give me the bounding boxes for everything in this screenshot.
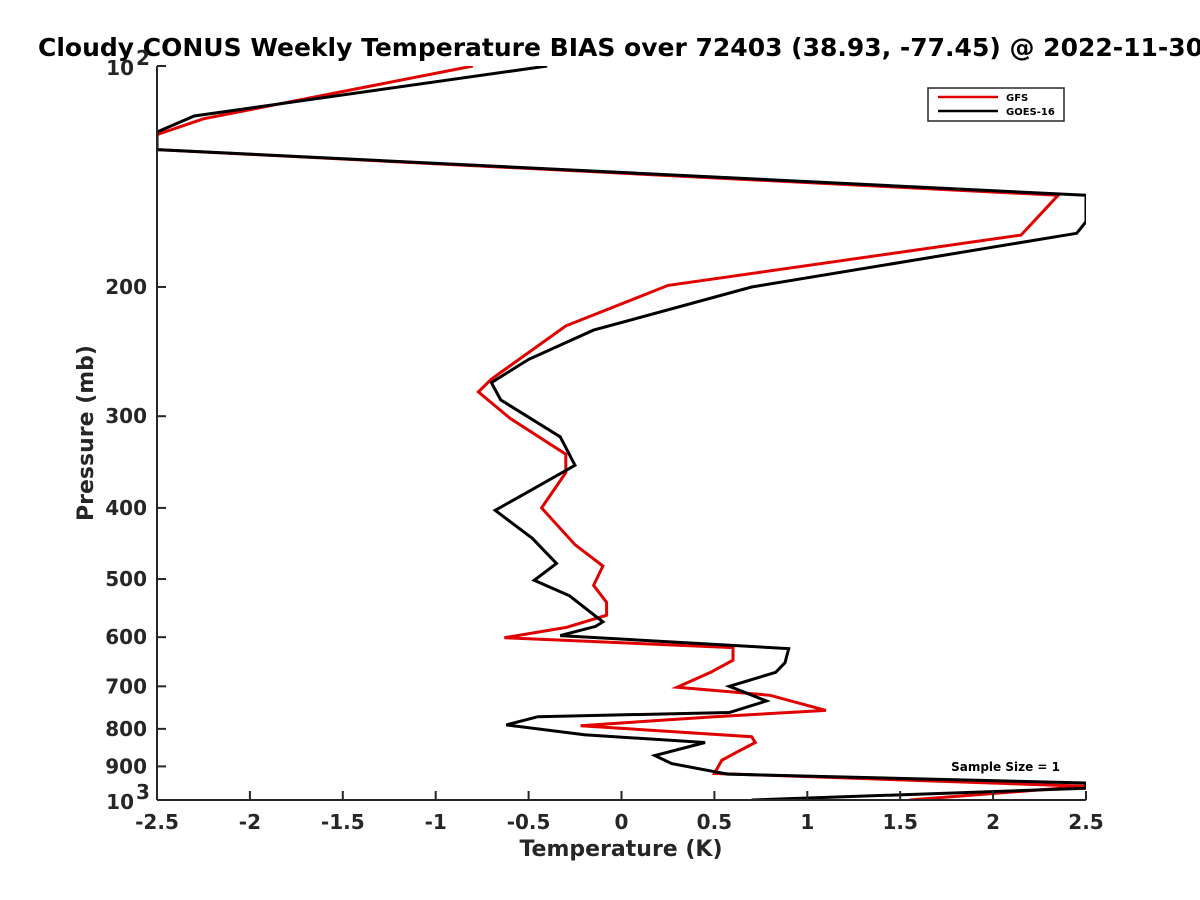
x-tick-label: -2.5 xyxy=(135,810,179,834)
y-tick-label: 700 xyxy=(105,674,147,698)
x-tick-label: -1.5 xyxy=(321,810,365,834)
chart-title: Cloudy CONUS Weekly Temperature BIAS ove… xyxy=(38,33,1200,62)
legend-box xyxy=(927,87,1065,122)
legend-entry-label: GOES-16 xyxy=(1006,107,1055,118)
series-line-gfs xyxy=(157,66,1086,800)
x-tick-label: 0.5 xyxy=(697,810,732,834)
series-layer xyxy=(157,66,1086,800)
y-tick-label: 600 xyxy=(105,625,147,649)
y-tick-label: 300 xyxy=(105,404,147,428)
x-axis-label: Temperature (K) xyxy=(519,837,722,862)
legend-entry-label: GFS xyxy=(1006,93,1028,104)
sample-size-annotation: Sample Size = 1 xyxy=(951,760,1060,774)
x-tick-label: 2 xyxy=(986,810,1000,834)
y-tick-label: 10 xyxy=(106,56,134,80)
y-tick-exponent: 3 xyxy=(136,780,150,804)
y-tick-label: 10 xyxy=(106,790,134,814)
y-tick-label: 200 xyxy=(105,275,147,299)
series-line-goes-16 xyxy=(157,66,1086,800)
x-tick-label: -0.5 xyxy=(507,810,551,834)
x-tick-label: 0 xyxy=(615,810,629,834)
x-axis-ticks: -2.5 -2 -1.5 -1 -0.5 0 0.5 1 1.5 2 2.5 xyxy=(135,791,1104,834)
x-tick-label: 1 xyxy=(800,810,814,834)
x-tick-label: 2.5 xyxy=(1068,810,1103,834)
y-tick-exponent: 2 xyxy=(136,46,150,70)
x-tick-label: -2 xyxy=(239,810,261,834)
y-tick-label: 900 xyxy=(105,754,147,778)
y-tick-label: 500 xyxy=(105,567,147,591)
y-tick-label: 800 xyxy=(105,717,147,741)
legend: GFS GOES-16 xyxy=(927,87,1065,122)
y-tick-label: 400 xyxy=(105,496,147,520)
axes-layer xyxy=(156,66,1086,801)
x-tick-label: -1 xyxy=(425,810,447,834)
y-axis-label: Pressure (mb) xyxy=(74,345,99,521)
x-tick-label: 1.5 xyxy=(882,810,917,834)
